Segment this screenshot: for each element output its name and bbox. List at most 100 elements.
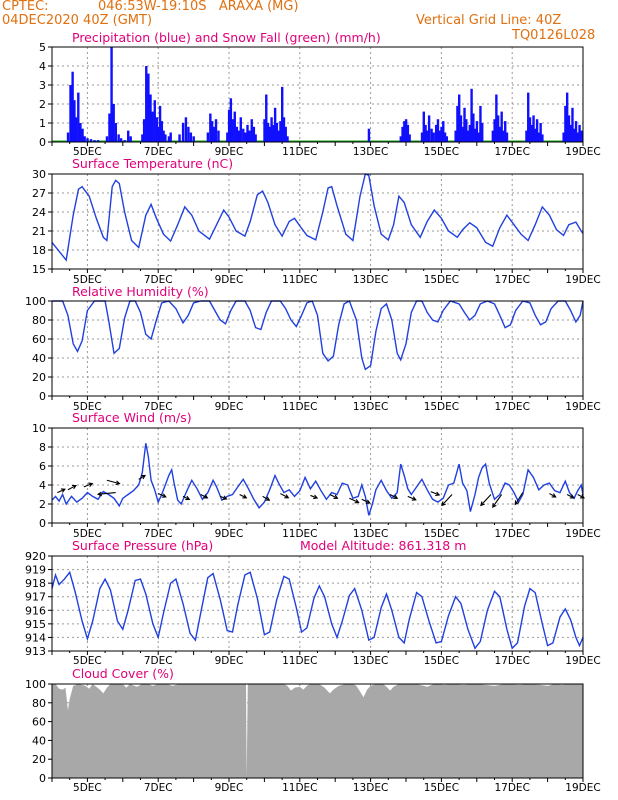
precip-bar bbox=[155, 117, 159, 142]
wind-arrow bbox=[83, 483, 93, 488]
precip-bar bbox=[468, 124, 472, 142]
wind-arrow-head bbox=[569, 494, 575, 499]
precip-bar bbox=[286, 136, 289, 142]
precip-bar bbox=[458, 94, 461, 142]
precip-bar bbox=[528, 117, 532, 142]
wind-arrow-head bbox=[441, 501, 446, 507]
precip-bar bbox=[576, 132, 579, 142]
xtick-label-precip: 15DEC bbox=[424, 146, 459, 158]
precip-bar bbox=[178, 134, 181, 142]
xtick-label-pressure: 13DEC bbox=[353, 655, 388, 667]
wind-arrow bbox=[138, 475, 146, 480]
xtick-label-wind: 5DEC bbox=[73, 528, 102, 540]
chart-title-temperature: Surface Temperature (nC) bbox=[72, 156, 233, 171]
panel-precip bbox=[48, 46, 584, 146]
wind-arrow-head bbox=[492, 503, 497, 509]
precip-bar bbox=[281, 86, 284, 142]
wind-arrow bbox=[430, 491, 440, 496]
ytick-label-cloud: 40 bbox=[32, 734, 46, 747]
chart-title-wind: Surface Wind (m/s) bbox=[72, 410, 192, 425]
wind-arrow bbox=[157, 493, 166, 498]
wind-arrow bbox=[329, 494, 338, 499]
precip-bar bbox=[214, 119, 218, 142]
ytick-label-wind: 6 bbox=[39, 460, 46, 473]
xtick-label-temperature: 19DEC bbox=[565, 274, 600, 286]
xtick-label-cloud: 15DEC bbox=[424, 782, 459, 794]
xtick-label-temperature: 9DEC bbox=[215, 274, 244, 286]
xtick-label-precip: 19DEC bbox=[565, 146, 600, 158]
chart-title-precip: Precipitation (blue) and Snow Fall (gree… bbox=[72, 30, 381, 45]
precip-bar bbox=[580, 130, 583, 142]
wind-arrow bbox=[239, 494, 247, 499]
xtick-label-wind: 7DEC bbox=[144, 528, 173, 540]
precip-bar bbox=[432, 132, 435, 142]
precip-bar bbox=[83, 136, 86, 142]
panel-pressure bbox=[48, 555, 584, 655]
precip-bar bbox=[123, 140, 126, 142]
ytick-label-humidity: 20 bbox=[32, 371, 46, 384]
xtick-label-humidity: 11DEC bbox=[282, 401, 317, 413]
precip-bar bbox=[110, 47, 113, 142]
precip-bar bbox=[162, 130, 165, 142]
precip-bar bbox=[272, 124, 275, 142]
precip-bar bbox=[440, 126, 443, 142]
xtick-label-precip: 17DEC bbox=[494, 146, 529, 158]
precip-bar bbox=[404, 119, 408, 142]
precip-bar bbox=[213, 126, 216, 142]
precip-bar bbox=[541, 134, 544, 142]
xtick-label-wind: 9DEC bbox=[215, 528, 244, 540]
precip-bar bbox=[535, 119, 539, 142]
precip-bar bbox=[189, 132, 193, 142]
precip-bar bbox=[273, 107, 277, 142]
xtick-label-pressure: 7DEC bbox=[144, 655, 173, 667]
precip-bar bbox=[93, 140, 96, 142]
precip-bar bbox=[470, 88, 473, 142]
wind-arrow bbox=[441, 494, 453, 506]
panel-humidity bbox=[48, 299, 584, 400]
wind-arrow-head bbox=[480, 501, 485, 507]
ytick-label-wind: 10 bbox=[32, 422, 46, 435]
ytick-label-wind: 2 bbox=[39, 498, 46, 511]
xtick-label-cloud: 11DEC bbox=[282, 782, 317, 794]
precip-bar bbox=[81, 128, 84, 142]
wind-arrow bbox=[389, 494, 398, 499]
precip-bar bbox=[248, 130, 251, 142]
wind-arrow bbox=[67, 485, 77, 491]
precip-bar bbox=[443, 132, 447, 142]
precip-bar bbox=[254, 134, 257, 142]
ytick-label-cloud: 80 bbox=[32, 697, 46, 710]
precip-bar bbox=[284, 126, 287, 142]
precip-bar bbox=[192, 136, 195, 142]
precip-bar bbox=[539, 123, 542, 142]
precip-bar bbox=[266, 123, 270, 142]
wind-arrow-head bbox=[242, 494, 248, 499]
precip-bar bbox=[525, 130, 528, 142]
wind-arrow bbox=[182, 495, 190, 500]
precip-bar bbox=[160, 121, 164, 142]
precip-bar bbox=[153, 100, 156, 142]
precip-bar bbox=[532, 115, 535, 142]
precip-bar bbox=[463, 107, 466, 142]
precip-bar bbox=[265, 94, 268, 142]
ytick-label-pressure: 914 bbox=[25, 631, 46, 644]
precip-bar bbox=[403, 121, 406, 142]
xtick-label-pressure: 15DEC bbox=[424, 655, 459, 667]
precip-bar bbox=[574, 121, 578, 142]
header-grid-note: Vertical Grid Line: 40Z bbox=[416, 13, 562, 28]
wind-arrow-head bbox=[333, 494, 339, 499]
precip-bar bbox=[477, 132, 480, 142]
ytick-label-humidity: 40 bbox=[32, 352, 46, 365]
ytick-label-cloud: 0 bbox=[39, 772, 46, 785]
xtick-label-cloud: 5DEC bbox=[73, 782, 102, 794]
xtick-label-wind: 19DEC bbox=[565, 528, 600, 540]
xtick-label-temperature: 7DEC bbox=[144, 274, 173, 286]
precip-bar bbox=[263, 119, 266, 142]
ytick-label-precip: 0 bbox=[39, 136, 46, 149]
precip-bar bbox=[562, 132, 565, 142]
wind-arrow bbox=[566, 494, 575, 499]
wind-arrow-head bbox=[551, 493, 557, 498]
panel-wind bbox=[48, 427, 586, 527]
panel-frame-wind bbox=[51, 427, 584, 524]
precip-bar bbox=[142, 119, 146, 142]
